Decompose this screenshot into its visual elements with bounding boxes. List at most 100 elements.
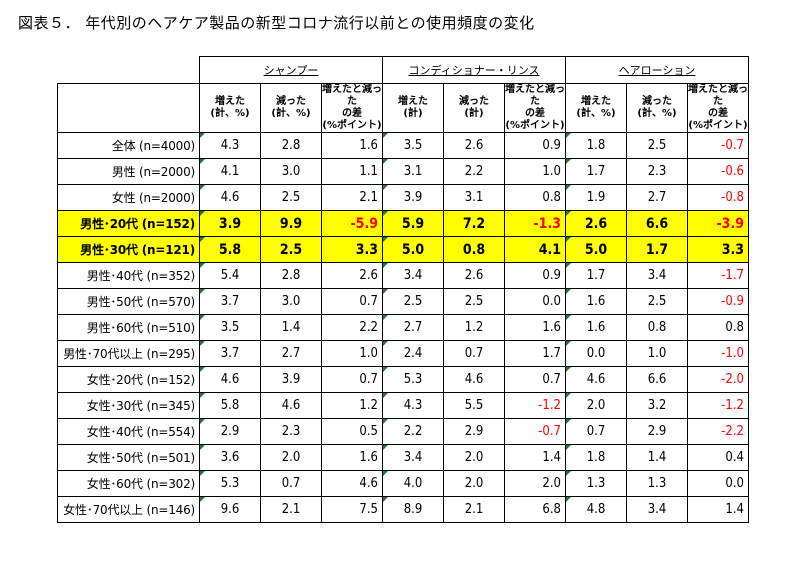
value-cell: 2.3 — [260, 418, 322, 445]
column-header: 減った (計、%) — [260, 83, 322, 133]
value-cell: 2.5 — [260, 184, 322, 211]
group-conditioner: コンディショナー・リンス — [382, 56, 566, 84]
diff-cell: 0.7 — [321, 288, 383, 315]
table-row: 女性･20代 (n=152) 4.6 3.9 0.7 5.3 4.6 0.7 4.6 6.6 -2… — [57, 366, 749, 393]
value-cell: 3.9 — [199, 210, 261, 237]
diff-cell: -1.0 — [687, 340, 749, 367]
value-cell: 0.8 — [626, 314, 688, 341]
diff-cell: -1.2 — [687, 392, 749, 419]
row-label: 女性･30代 (n=345) — [57, 392, 200, 419]
value-cell: 2.2 — [443, 158, 505, 185]
column-header-line: の差 — [525, 108, 545, 119]
diff-cell: 0.4 — [687, 444, 749, 471]
value-cell: 2.0 — [260, 444, 322, 471]
column-header-line: (%ポイント) — [505, 120, 565, 131]
value-cell: 2.4 — [382, 340, 444, 367]
table-row: 女性･40代 (n=554) 2.9 2.3 0.5 2.2 2.9 -0.7 0.7 2.9-… — [57, 418, 749, 445]
group-conditioner-label: コンディショナー・リンス — [408, 64, 540, 77]
column-header-line: (%ポイント) — [688, 120, 748, 131]
value-cell: 4.3 — [199, 132, 261, 159]
value-cell: 2.1 — [260, 496, 322, 523]
table-row: 女性 (n=2000) 4.6 2.5 2.1 3.9 3.1 0.8 1.9 2.7 -0.8 — [57, 184, 749, 211]
row-label: 女性 (n=2000) — [57, 184, 200, 211]
row-label: 男性･50代 (n=570) — [57, 288, 200, 315]
value-cell: 5.3 — [199, 470, 261, 497]
table-row: 男性･30代 (n=121) 5.8 2.5 3.3 5.0 0.8 4.1 5.0 1.7 3.… — [57, 236, 749, 263]
value-cell: 3.4 — [382, 444, 444, 471]
diff-cell: 0.7 — [504, 366, 566, 393]
value-cell: 3.4 — [626, 262, 688, 289]
diff-cell: 6.8 — [504, 496, 566, 523]
row-label: 女性･60代 (n=302) — [57, 470, 200, 497]
column-header: 増えたと減った の差 (%ポイント) — [321, 83, 383, 133]
diff-cell: 0.0 — [687, 470, 749, 497]
column-header-line: 増えた — [398, 96, 428, 107]
value-cell: 3.0 — [260, 158, 322, 185]
row-label: 女性･40代 (n=554) — [57, 418, 200, 445]
column-header: 減った (計、%) — [626, 83, 688, 133]
value-cell: 6.6 — [626, 366, 688, 393]
value-cell: 2.9 — [626, 418, 688, 445]
value-cell: 1.0 — [626, 340, 688, 367]
column-header: 増えた (計、%) — [565, 83, 627, 133]
value-cell: 4.8 — [565, 496, 627, 523]
value-cell: 0.7 — [565, 418, 627, 445]
value-cell: 1.3 — [626, 470, 688, 497]
diff-cell: -0.6 — [687, 158, 749, 185]
value-cell: 8.9 — [382, 496, 444, 523]
diff-cell: -2.2 — [687, 418, 749, 445]
value-cell: 3.7 — [199, 340, 261, 367]
diff-cell: 1.0 — [504, 158, 566, 185]
value-cell: 5.0 — [382, 236, 444, 263]
diff-cell: 0.0 — [504, 288, 566, 315]
column-header-line: 減った — [459, 96, 489, 107]
column-header: 増えたと減った の差 (%ポイント) — [687, 83, 749, 133]
column-header: 減った (計) — [443, 83, 505, 133]
diff-cell: 1.6 — [504, 314, 566, 341]
diff-cell: -2.0 — [687, 366, 749, 393]
sub-header-row: 増えた (計、%) 減った (計、%) 増えたと減った の差 (%ポイント) 増えた (計) 減っ… — [57, 83, 749, 133]
diff-cell: 1.4 — [504, 444, 566, 471]
column-header-line: 減った — [276, 96, 306, 107]
value-cell: 3.1 — [443, 184, 505, 211]
value-cell: 2.8 — [260, 262, 322, 289]
diff-cell: 7.5 — [321, 496, 383, 523]
value-cell: 7.2 — [443, 210, 505, 237]
value-cell: 3.9 — [382, 184, 444, 211]
diff-cell: -3.9 — [687, 210, 749, 237]
table-row: 全体 (n=4000) 4.3 2.8 1.6 3.5 2.6 0.9 1.8 2.5 -0.7 — [57, 132, 749, 159]
value-cell: 3.4 — [382, 262, 444, 289]
column-header-line: 増えたと減った — [505, 84, 565, 107]
value-cell: 4.6 — [443, 366, 505, 393]
table-row: 男性･60代 (n=510) 3.5 1.4 2.2 2.7 1.2 1.6 1.6 0.8 0.… — [57, 314, 749, 341]
value-cell: 4.6 — [199, 184, 261, 211]
table-body: 全体 (n=4000) 4.3 2.8 1.6 3.5 2.6 0.9 1.8 2.5 -0.7 男… — [57, 132, 749, 523]
value-cell: 2.0 — [443, 470, 505, 497]
value-cell: 1.6 — [565, 288, 627, 315]
value-cell: 1.7 — [565, 262, 627, 289]
value-cell: 4.6 — [260, 392, 322, 419]
value-cell: 2.5 — [260, 236, 322, 263]
value-cell: 3.2 — [626, 392, 688, 419]
value-cell: 0.0 — [565, 340, 627, 367]
table-row: 女性･60代 (n=302) 5.3 0.7 4.6 4.0 2.0 2.0 1.3 1.3 0.… — [57, 470, 749, 497]
value-cell: 2.5 — [382, 288, 444, 315]
value-cell: 2.5 — [626, 132, 688, 159]
value-cell: 6.6 — [626, 210, 688, 237]
column-header-line: (計、%) — [576, 108, 616, 119]
value-cell: 1.7 — [565, 158, 627, 185]
value-cell: 2.5 — [626, 288, 688, 315]
usage-change-table: シャンプー コンディショナー・リンス ヘアローション 増えた (計、%) 減った (計… — [57, 56, 749, 523]
diff-cell: -1.2 — [504, 392, 566, 419]
value-cell: 3.0 — [260, 288, 322, 315]
table-row: 男性･20代 (n=152) 3.9 9.9 -5.9 5.9 7.2 -1.3 2.6 6.6… — [57, 210, 749, 237]
value-cell: 1.8 — [565, 132, 627, 159]
value-cell: 3.5 — [382, 132, 444, 159]
value-cell: 2.6 — [565, 210, 627, 237]
diff-cell: 3.3 — [321, 236, 383, 263]
value-cell: 1.7 — [626, 236, 688, 263]
value-cell: 5.0 — [565, 236, 627, 263]
page-title: 図表５． 年代別のヘアケア製品の新型コロナ流行以前との使用頻度の変化 — [18, 14, 535, 32]
value-cell: 3.4 — [626, 496, 688, 523]
value-cell: 1.4 — [626, 444, 688, 471]
